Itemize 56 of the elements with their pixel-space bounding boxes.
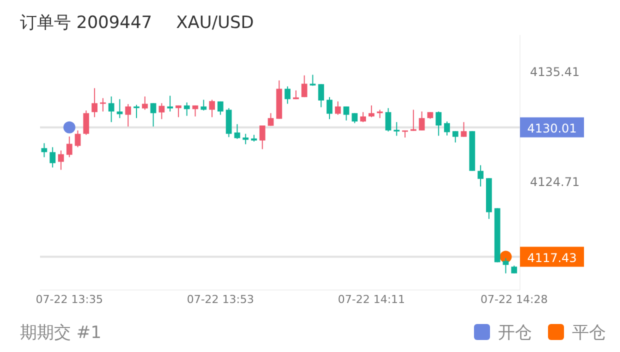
candlestick	[368, 104, 374, 118]
y-tick-label: 4135.41	[530, 64, 580, 79]
candlestick	[134, 104, 140, 119]
candlestick	[74, 130, 81, 148]
candlestick	[284, 86, 290, 104]
candlestick	[217, 100, 224, 116]
candlestick	[242, 133, 249, 145]
ref-line-label: 4130.01	[527, 121, 577, 136]
candlestick	[478, 164, 484, 187]
candlestick	[352, 112, 358, 124]
legend-label: 开仓	[498, 323, 532, 343]
candlestick	[142, 96, 148, 110]
chart-title: 订单号 2009447	[20, 13, 152, 33]
candlestick	[326, 96, 332, 120]
text: 期期交 #1	[20, 323, 102, 343]
candlestick	[444, 120, 450, 136]
candlestick	[418, 111, 425, 131]
candlestick	[41, 142, 48, 158]
candlestick	[301, 74, 308, 98]
candlestick	[394, 122, 400, 136]
candlestick	[385, 108, 392, 132]
candlestick	[452, 130, 458, 143]
candlestick	[184, 102, 190, 116]
candlestick	[360, 112, 366, 123]
candlestick	[502, 258, 509, 274]
candlestick	[150, 102, 156, 128]
candlestick	[436, 111, 442, 136]
chart-subtitle: XAU/USD	[176, 13, 254, 33]
candlestick	[158, 102, 165, 120]
candlestick	[460, 122, 467, 138]
x-tick-label: 07-22 13:35	[36, 293, 103, 306]
x-tick-label: 07-22 13:53	[186, 293, 254, 306]
candlestick	[83, 110, 90, 136]
candlestick	[310, 74, 316, 86]
ref-line-label: 4117.43	[527, 250, 577, 265]
candlestick	[234, 124, 240, 140]
candlestick	[200, 99, 207, 111]
candlestick	[410, 109, 416, 132]
candlestick	[50, 146, 56, 168]
x-tick-label: 07-22 14:11	[338, 293, 406, 306]
candlestick	[108, 96, 114, 123]
candlestick	[125, 104, 132, 128]
candlestick	[100, 98, 106, 112]
y-tick-label: 4124.71	[530, 174, 580, 189]
x-tick-label: 07-22 14:28	[480, 293, 548, 306]
candlestick	[58, 150, 64, 170]
candlestick	[334, 100, 341, 116]
candlestick	[259, 124, 266, 150]
candlestick	[343, 106, 350, 121]
candlestick	[66, 136, 72, 158]
candlestick	[209, 99, 215, 118]
candlestick	[92, 88, 98, 118]
candlestick	[318, 84, 324, 108]
candlestick	[167, 95, 174, 112]
candlestick	[268, 112, 274, 126]
legend-label: 平仓	[572, 323, 606, 343]
